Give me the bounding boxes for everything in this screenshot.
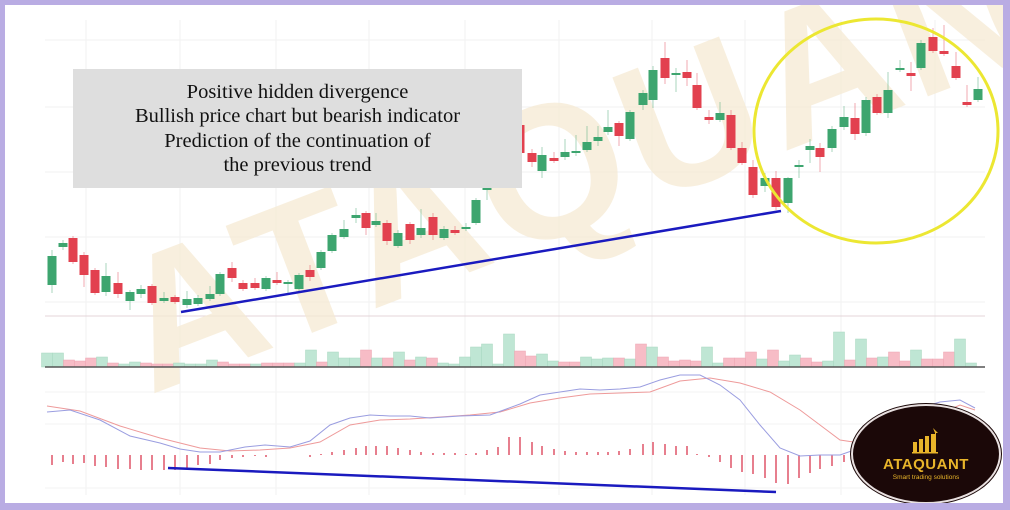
caption-box: Positive hidden divergence Bullish price… [73,69,522,188]
price-candles [47,25,983,310]
candlestick-chart: ATAQUANT [41,5,1003,495]
chart-panel: ATAQUANT Positive hidden divergence Bull… [5,5,1003,503]
caption-line-1: Positive hidden divergence [186,80,409,103]
ataquant-logo: ATAQUANT Smart trading solutions [851,404,1001,503]
bar-chart-up-arrow-icon [912,427,938,453]
logo-name: ATAQUANT [883,455,969,473]
caption-line-3: Prediction of the continuation of [164,129,431,152]
logo-tagline: Smart trading solutions [892,473,960,481]
caption-line-2: Bullish price chart but bearish indicato… [134,105,461,127]
caption-line-4: the previous trend [223,154,372,176]
divergence-annotations [167,17,1000,494]
volume-bars [41,331,985,368]
